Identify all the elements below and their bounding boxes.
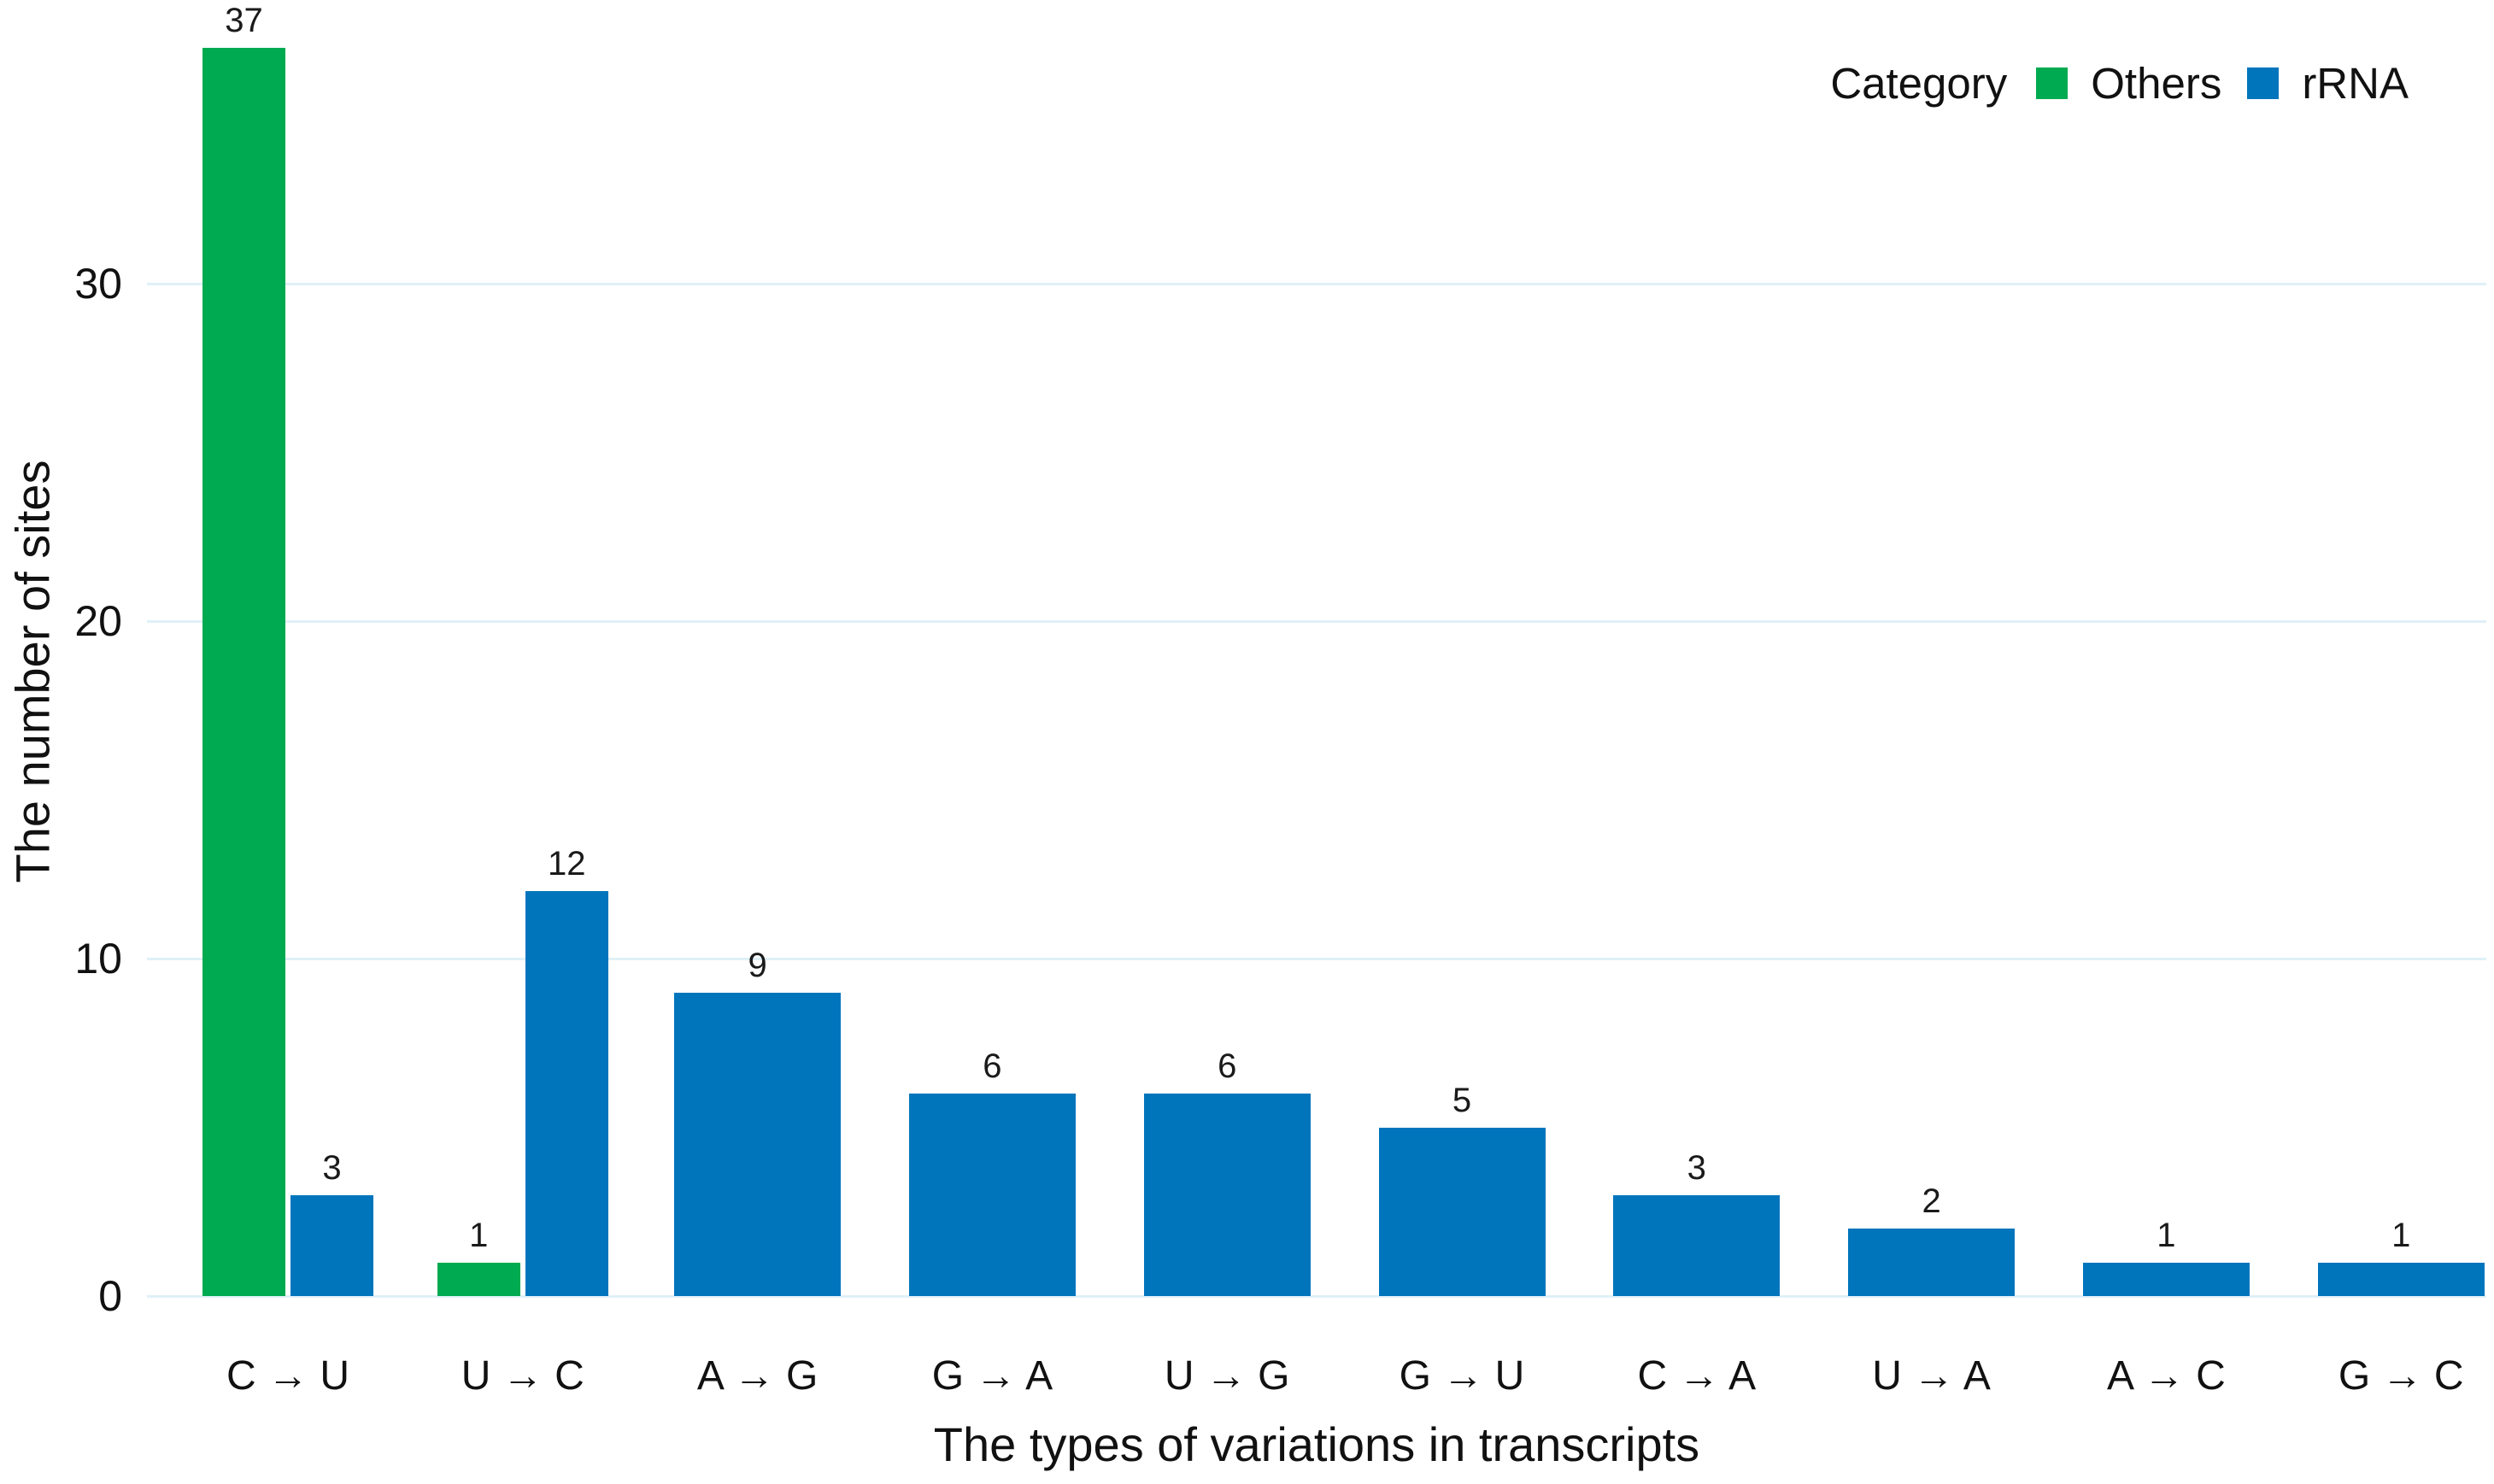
legend: Category Others rRNA bbox=[1830, 58, 2409, 109]
bar-rrna-u-c bbox=[525, 891, 608, 1296]
bar-others-u-c bbox=[437, 1262, 520, 1296]
bar-value-rrna-a-g: 9 bbox=[748, 946, 767, 984]
x-tick-label-g-u: G → U bbox=[1399, 1353, 1525, 1399]
legend-item-others: Others bbox=[2036, 58, 2221, 109]
x-tick-label-u-g: U → G bbox=[1164, 1353, 1290, 1399]
legend-items: Others rRNA bbox=[2036, 58, 2409, 109]
bar-rrna-g-c bbox=[2317, 1262, 2485, 1296]
x-tick-label-a-c: A → C bbox=[2107, 1353, 2226, 1399]
bar-rrna-g-u bbox=[1378, 1127, 1546, 1296]
bar-value-rrna-g-a: 6 bbox=[983, 1047, 1002, 1085]
bar-others-c-u bbox=[202, 47, 285, 1296]
bar-value-rrna-a-c: 1 bbox=[2157, 1216, 2176, 1254]
grid-line-y30 bbox=[147, 283, 2486, 285]
bar-value-rrna-c-a: 3 bbox=[1687, 1148, 1706, 1187]
y-axis-title: The number of sites bbox=[5, 460, 60, 883]
legend-label-rrna: rRNA bbox=[2302, 59, 2409, 108]
bar-rrna-u-g bbox=[1143, 1094, 1311, 1296]
bar-rrna-u-a bbox=[1848, 1229, 2016, 1296]
bar-value-others-u-c: 1 bbox=[469, 1216, 489, 1254]
bar-value-others-c-u: 37 bbox=[225, 1, 263, 39]
bar-value-rrna-g-u: 5 bbox=[1452, 1081, 1472, 1119]
legend-item-rrna: rRNA bbox=[2247, 58, 2409, 109]
bar-rrna-g-a bbox=[908, 1094, 1076, 1296]
y-tick-label-20: 20 bbox=[74, 597, 122, 645]
x-axis-title: The types of variations in transcripts bbox=[933, 1417, 1700, 1471]
legend-label-others: Others bbox=[2091, 59, 2222, 108]
bar-value-rrna-g-c: 1 bbox=[2391, 1216, 2411, 1254]
x-tick-label-a-g: A → G bbox=[696, 1353, 819, 1399]
bar-value-rrna-u-a: 2 bbox=[1922, 1182, 1941, 1220]
grid-line-y20 bbox=[147, 620, 2486, 623]
x-tick-label-u-a: U → A bbox=[1872, 1353, 1991, 1399]
y-tick-label-30: 30 bbox=[74, 260, 122, 308]
legend-title: Category bbox=[1830, 59, 2008, 108]
y-tick-label-10: 10 bbox=[74, 935, 122, 982]
y-tick-label-0: 0 bbox=[98, 1272, 122, 1320]
bar-rrna-a-g bbox=[674, 992, 842, 1296]
bar-rrna-c-a bbox=[1613, 1194, 1781, 1296]
grid-line-y10 bbox=[147, 958, 2486, 960]
x-tick-label-c-a: C → A bbox=[1637, 1353, 1757, 1399]
bar-rrna-a-c bbox=[2082, 1262, 2250, 1296]
bar-rrna-c-u bbox=[290, 1194, 373, 1296]
legend-swatch-rrna bbox=[2247, 67, 2280, 99]
grid-line-y0 bbox=[147, 1295, 2486, 1298]
legend-swatch-others bbox=[2036, 67, 2069, 99]
bar-value-rrna-u-g: 6 bbox=[1218, 1047, 1237, 1085]
bar-value-rrna-u-c: 12 bbox=[548, 845, 586, 883]
x-tick-label-g-a: G → A bbox=[931, 1353, 1053, 1399]
x-tick-label-c-u: C → U bbox=[226, 1353, 349, 1399]
bar-value-rrna-c-u: 3 bbox=[322, 1148, 342, 1187]
x-tick-label-g-c: G → C bbox=[2338, 1353, 2464, 1399]
x-tick-label-u-c: U → C bbox=[461, 1353, 584, 1399]
